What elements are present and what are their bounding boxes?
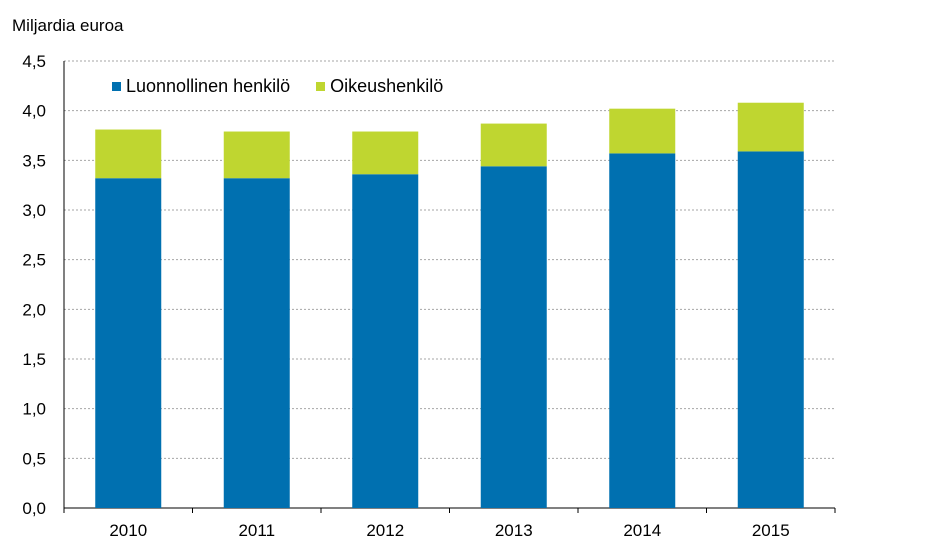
bar-luonnollinen-2011 — [223, 178, 290, 509]
bar-oikeushenkilo-2010 — [95, 129, 162, 179]
x-tick-label: 2010 — [109, 521, 147, 540]
y-tick-label: 1,5 — [22, 350, 46, 369]
legend-label-oikeushenkilo: Oikeushenkilö — [330, 76, 444, 96]
bar-oikeushenkilo-2013 — [480, 123, 547, 167]
y-tick-label: 4,5 — [22, 52, 46, 71]
y-tick-label: 0,0 — [22, 499, 46, 518]
bar-luonnollinen-2013 — [480, 166, 547, 508]
x-tick-label: 2013 — [495, 521, 533, 540]
bar-luonnollinen-2010 — [95, 178, 162, 509]
bar-luonnollinen-2014 — [609, 153, 676, 508]
legend-swatch-luonnollinen — [112, 82, 121, 91]
bar-luonnollinen-2012 — [352, 174, 419, 509]
bar-luonnollinen-2015 — [737, 151, 804, 509]
x-tick-label: 2015 — [752, 521, 790, 540]
y-tick-label: 3,5 — [22, 151, 46, 170]
y-tick-label: 0,5 — [22, 449, 46, 468]
y-axis-unit-label: Miljardia euroa — [12, 16, 124, 35]
y-tick-label: 4,0 — [22, 102, 46, 121]
bar-oikeushenkilo-2011 — [223, 131, 290, 179]
x-tick-label: 2014 — [623, 521, 661, 540]
legend-item-luonnollinen: Luonnollinen henkilö — [112, 76, 290, 97]
legend-swatch-oikeushenkilo — [316, 82, 326, 91]
y-tick-label: 1,0 — [22, 400, 46, 419]
y-tick-label: 3,0 — [22, 201, 46, 220]
bar-oikeushenkilo-2012 — [352, 131, 419, 175]
x-tick-label: 2012 — [366, 521, 404, 540]
legend: Luonnollinen henkilö Oikeushenkilö — [112, 76, 469, 97]
legend-item-oikeushenkilo: Oikeushenkilö — [316, 76, 443, 97]
y-tick-label: 2,5 — [22, 251, 46, 270]
bar-oikeushenkilo-2015 — [737, 102, 804, 152]
y-tick-label: 2,0 — [22, 300, 46, 319]
bar-oikeushenkilo-2014 — [609, 108, 676, 154]
x-tick-label: 2011 — [238, 521, 275, 540]
legend-label-luonnollinen: Luonnollinen henkilö — [126, 76, 291, 96]
